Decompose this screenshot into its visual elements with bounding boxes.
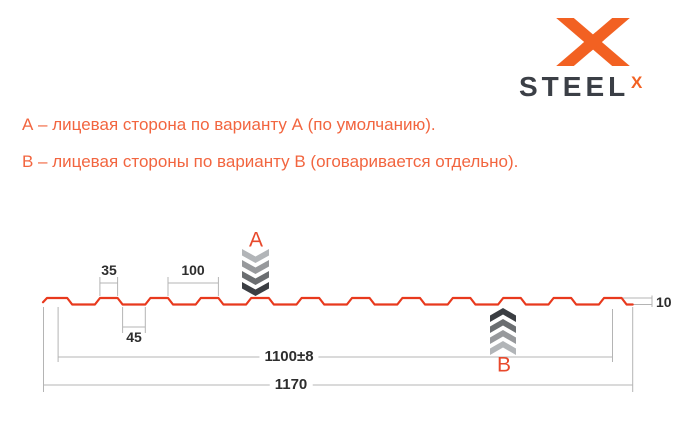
dim-value-groove: 45 (126, 329, 142, 345)
chevron-down-icon (242, 260, 269, 274)
marker-a-chevrons (242, 249, 269, 296)
chevron-down-icon (242, 282, 269, 296)
chevron-down-icon (242, 249, 269, 263)
brand-sup-x: X (631, 73, 643, 92)
dim-value-working-width: 1100±8 (259, 349, 319, 364)
brand-name: STEEL (519, 71, 630, 102)
chevron-up-icon (490, 330, 516, 344)
dim-value-rib-top: 35 (101, 262, 117, 278)
chevron-up-icon (490, 308, 516, 322)
marker-b-label: B (496, 353, 512, 377)
chevron-down-icon (242, 271, 269, 285)
note-line-a: А – лицевая сторона по варианту А (по ум… (22, 115, 436, 134)
chevron-up-icon (490, 319, 516, 333)
dim-value-height: 10 (656, 294, 672, 310)
profile-path (41, 296, 634, 306)
marker-a-label: A (248, 228, 264, 252)
dim-value-total-width: 1170 (269, 377, 313, 392)
steelx-logo-icon (556, 18, 630, 66)
note-line-b: В – лицевая стороны по варианту В (огова… (22, 152, 519, 171)
marker-b-chevrons (490, 308, 516, 355)
logo-arm-bottom-left (556, 32, 605, 66)
dim-value-pitch: 100 (181, 262, 205, 278)
chevron-up-icon (490, 341, 516, 355)
